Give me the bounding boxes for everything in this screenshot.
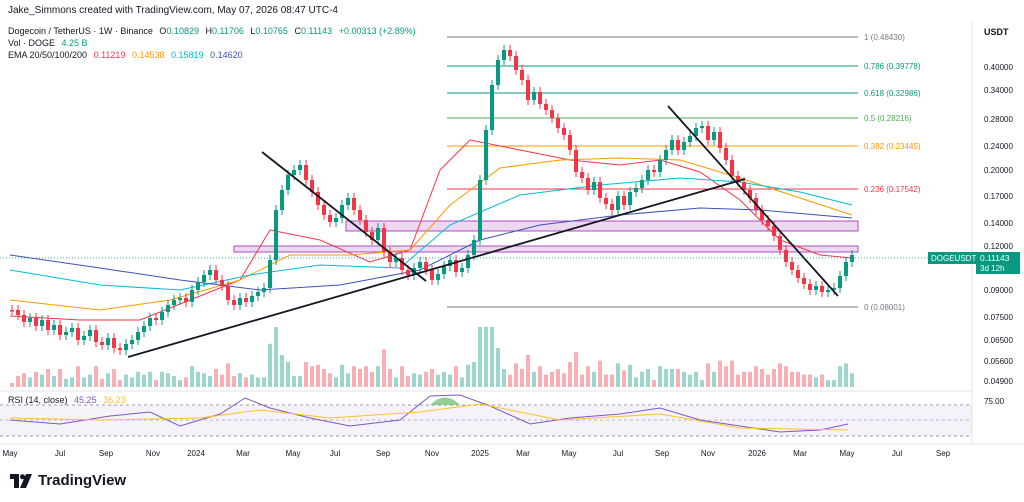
price-tick-label: 0.07500 [984, 313, 1013, 322]
ema-label: EMA 20/50/100/200 [8, 50, 88, 60]
rsi-legend[interactable]: RSI (14, close) 45.25 36.23 [8, 395, 126, 405]
time-tick-label: Jul [892, 449, 902, 458]
price-tick-label: 0.17000 [984, 192, 1013, 201]
fib-level-label: 1 (0.48430) [864, 33, 905, 42]
time-tick-label: Sep [655, 449, 670, 458]
ohlc-high-label: H [205, 26, 213, 36]
price-tick-label: 0.06500 [984, 336, 1013, 345]
fib-level-label: 0.786 (0.39778) [864, 62, 921, 71]
price-axis[interactable]: 0.40000 0.34000 0.28000 0.24000 0.20000 0.170… [984, 63, 1013, 386]
price-tick-label: 0.09000 [984, 286, 1013, 295]
descending-trendline-2025[interactable] [667, 105, 839, 297]
price-tick-label: 0.40000 [984, 63, 1013, 72]
time-tick-label: Jul [613, 449, 623, 458]
footer: TradingView [0, 464, 1024, 502]
ema100-value: 0.15819 [171, 50, 204, 60]
ema20-value: 0.11219 [93, 50, 126, 60]
price-tick-label: 0.04900 [984, 377, 1013, 386]
fib-level-label: 0 (0.08001) [864, 303, 905, 312]
time-tick-label: 2026 [748, 449, 766, 458]
current-price-value: 0.11143 [980, 253, 1010, 263]
fib-level-label: 0.236 (0.17542) [864, 185, 921, 194]
ohlc-close-label: C [294, 26, 301, 36]
symbol-legend[interactable]: Dogecoin / TetherUS · 1W · Binance O0.10… [8, 26, 416, 36]
price-tick-label: 0.12000 [984, 242, 1013, 251]
ohlc-close: 0.11143 [300, 26, 333, 36]
ohlc-change: +0.00313 (+2.89%) [338, 26, 416, 36]
time-tick-label: May [839, 449, 854, 458]
price-tick-label: 0.14000 [984, 219, 1013, 228]
ema50-value: 0.14538 [131, 50, 165, 60]
rsi-label: RSI (14, close) [8, 395, 68, 405]
volume-legend[interactable]: Vol · DOGE 4.25 B [8, 38, 88, 48]
brand-name: TradingView [38, 472, 127, 489]
time-tick-label: Mar [516, 449, 530, 458]
time-tick-label: Jul [330, 449, 340, 458]
time-axis[interactable]: May Jul Sep Nov 2024 Mar May Jul Sep Nov 2025 Mar Ma… [2, 449, 950, 458]
resistance-zone-upper[interactable] [345, 220, 859, 232]
price-chart[interactable]: 1 (0.48430) 0.786 (0.39778) 0.618 (0.32986… [0, 0, 1024, 464]
time-tick-label: Mar [793, 449, 807, 458]
price-tick-label: 0.28000 [984, 115, 1013, 124]
ohlc-high: 0.11706 [212, 26, 244, 36]
time-tick-label: May [285, 449, 300, 458]
time-tick-label: Nov [146, 449, 160, 458]
fib-level-label: 0.5 (0.28216) [864, 114, 912, 123]
rsi-level-label: 75.00 [984, 397, 1005, 406]
price-tick-label: 0.34000 [984, 86, 1013, 95]
resistance-zone-lower[interactable] [233, 245, 859, 253]
time-tick-label: Sep [936, 449, 951, 458]
chart-header: Jake_Simmons created with TradingView.co… [0, 0, 1024, 22]
creator-note: Jake_Simmons created with TradingView.co… [8, 5, 338, 16]
fib-level-label: 0.618 (0.32986) [864, 89, 921, 98]
fib-level-label: 0.382 (0.23445) [864, 142, 921, 151]
rsi-lines [9, 394, 849, 433]
descending-trendline-2024[interactable] [261, 151, 427, 282]
time-tick-label: May [561, 449, 576, 458]
candlesticks [10, 45, 854, 355]
bar-countdown: 3d 12h [980, 264, 1004, 273]
ohlc-open-label: O [159, 26, 167, 36]
time-tick-label: Mar [236, 449, 250, 458]
tradingview-logo[interactable]: TradingView [10, 472, 126, 489]
ascending-trendline[interactable] [127, 178, 746, 358]
ohlc-low-label: L [250, 26, 256, 36]
symbol-title: Dogecoin / TetherUS · 1W · Binance [8, 26, 153, 36]
current-price-symbol-badge [928, 252, 976, 264]
time-tick-label: May [2, 449, 17, 458]
price-tick-label: 0.20000 [984, 166, 1013, 175]
volume-label: Vol · DOGE [8, 38, 56, 48]
currency-label: USDT [984, 27, 1009, 37]
time-tick-label: Jul [55, 449, 65, 458]
time-tick-label: 2024 [187, 449, 205, 458]
tradingview-logo-icon [10, 473, 32, 488]
current-price-badge [976, 252, 1020, 274]
time-tick-label: Sep [99, 449, 114, 458]
rsi-value: 45.25 [74, 395, 97, 405]
rsi-band [0, 405, 972, 436]
ema-legend[interactable]: EMA 20/50/100/200 0.11219 0.14538 0.1581… [8, 50, 243, 60]
ema200-value: 0.14620 [210, 50, 243, 60]
time-tick-label: 2025 [471, 449, 489, 458]
price-tick-label: 0.05600 [984, 357, 1013, 366]
fibonacci-retracement[interactable]: 1 (0.48430) 0.786 (0.39778) 0.618 (0.32986… [447, 33, 921, 312]
time-tick-label: Nov [425, 449, 439, 458]
current-price-symbol: DOGEUSDT [931, 254, 976, 263]
time-tick-label: Nov [701, 449, 715, 458]
time-tick-label: Sep [376, 449, 391, 458]
rsi-ma-value: 36.23 [103, 395, 126, 405]
volume-value: 4.25 B [61, 38, 88, 48]
ohlc-open: 0.10829 [166, 26, 199, 36]
volume-bars [10, 327, 854, 387]
ohlc-low: 0.10765 [255, 26, 288, 36]
price-tick-label: 0.24000 [984, 142, 1013, 151]
